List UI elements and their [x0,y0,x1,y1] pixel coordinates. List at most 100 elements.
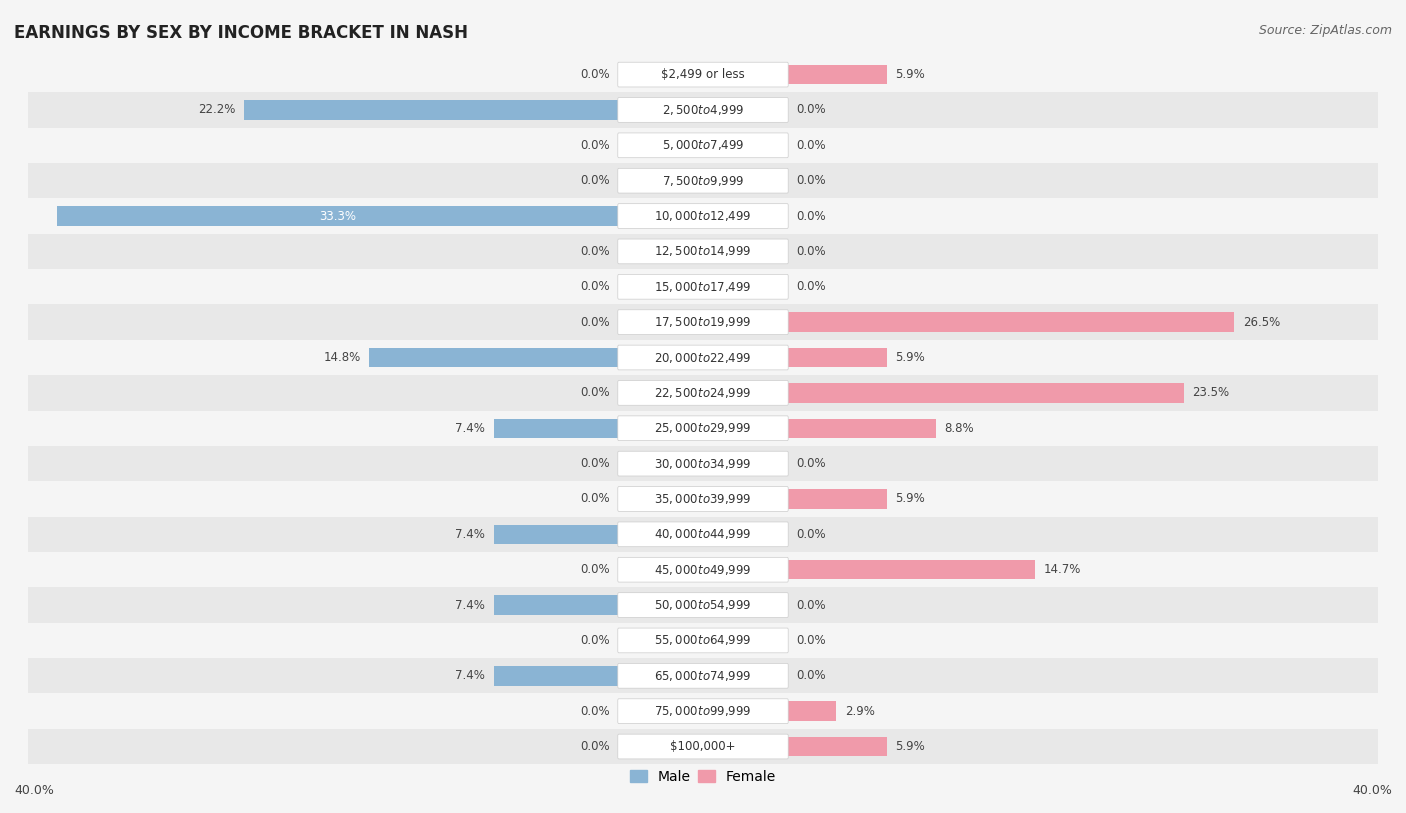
FancyBboxPatch shape [617,346,789,370]
Text: 0.0%: 0.0% [581,280,610,293]
Text: 0.0%: 0.0% [581,740,610,753]
Text: 0.0%: 0.0% [581,139,610,152]
Bar [56,207,619,226]
Text: 40.0%: 40.0% [1353,784,1392,797]
Bar [28,411,1378,446]
FancyBboxPatch shape [617,239,789,263]
Text: 0.0%: 0.0% [796,634,825,647]
Bar [245,100,619,120]
Bar [28,552,1378,587]
Text: $75,000 to $99,999: $75,000 to $99,999 [654,704,752,718]
Bar [28,92,1378,128]
Text: 7.4%: 7.4% [456,598,485,611]
Bar [28,128,1378,163]
Text: $5,000 to $7,499: $5,000 to $7,499 [662,138,744,152]
Text: 5.9%: 5.9% [896,740,925,753]
FancyBboxPatch shape [617,310,789,334]
Bar [28,198,1378,234]
FancyBboxPatch shape [617,628,789,653]
FancyBboxPatch shape [617,487,789,511]
Bar [28,481,1378,517]
Text: 0.0%: 0.0% [581,315,610,328]
Text: 7.4%: 7.4% [456,669,485,682]
Text: $45,000 to $49,999: $45,000 to $49,999 [654,563,752,576]
Text: 0.0%: 0.0% [581,174,610,187]
Text: 14.8%: 14.8% [323,351,360,364]
Bar [28,623,1378,659]
Bar [28,57,1378,92]
Text: $25,000 to $29,999: $25,000 to $29,999 [654,421,752,435]
Text: $7,500 to $9,999: $7,500 to $9,999 [662,174,744,188]
Text: $30,000 to $34,999: $30,000 to $34,999 [654,457,752,471]
Bar [28,304,1378,340]
Text: 0.0%: 0.0% [796,174,825,187]
FancyBboxPatch shape [617,451,789,476]
Text: $17,500 to $19,999: $17,500 to $19,999 [654,315,752,329]
Text: 0.0%: 0.0% [796,210,825,223]
FancyBboxPatch shape [617,663,789,688]
Text: $40,000 to $44,999: $40,000 to $44,999 [654,528,752,541]
Bar [787,383,1184,402]
FancyBboxPatch shape [617,380,789,405]
Bar [368,348,619,367]
Text: $55,000 to $64,999: $55,000 to $64,999 [654,633,752,647]
Bar [494,595,619,615]
Text: 7.4%: 7.4% [456,422,485,435]
Text: $65,000 to $74,999: $65,000 to $74,999 [654,669,752,683]
Text: 0.0%: 0.0% [796,457,825,470]
Text: 0.0%: 0.0% [581,705,610,718]
Bar [28,587,1378,623]
Text: 0.0%: 0.0% [796,103,825,116]
FancyBboxPatch shape [617,699,789,724]
Text: 0.0%: 0.0% [581,245,610,258]
Text: Source: ZipAtlas.com: Source: ZipAtlas.com [1258,24,1392,37]
Text: 0.0%: 0.0% [581,634,610,647]
Text: 14.7%: 14.7% [1043,563,1081,576]
Bar [494,666,619,685]
Text: 22.2%: 22.2% [198,103,236,116]
FancyBboxPatch shape [617,275,789,299]
Text: $10,000 to $12,499: $10,000 to $12,499 [654,209,752,223]
Text: 0.0%: 0.0% [581,563,610,576]
Text: 0.0%: 0.0% [796,669,825,682]
Bar [787,737,887,756]
Text: $50,000 to $54,999: $50,000 to $54,999 [654,598,752,612]
Text: $2,499 or less: $2,499 or less [661,68,745,81]
Text: 2.9%: 2.9% [845,705,875,718]
Bar [28,729,1378,764]
FancyBboxPatch shape [617,204,789,228]
Bar [28,340,1378,375]
Text: 5.9%: 5.9% [896,68,925,81]
Text: $2,500 to $4,999: $2,500 to $4,999 [662,103,744,117]
Text: 0.0%: 0.0% [581,493,610,506]
Bar [28,659,1378,693]
FancyBboxPatch shape [617,416,789,441]
Text: 0.0%: 0.0% [581,457,610,470]
FancyBboxPatch shape [617,593,789,617]
Bar [787,348,887,367]
Bar [494,524,619,544]
Bar [28,163,1378,198]
Bar [787,312,1234,332]
Text: 0.0%: 0.0% [796,528,825,541]
Text: 0.0%: 0.0% [581,68,610,81]
Text: $35,000 to $39,999: $35,000 to $39,999 [654,492,752,506]
Legend: Male, Female: Male, Female [624,764,782,789]
Bar [494,419,619,438]
Text: 23.5%: 23.5% [1192,386,1229,399]
Text: 0.0%: 0.0% [796,280,825,293]
Bar [28,269,1378,304]
Text: $15,000 to $17,499: $15,000 to $17,499 [654,280,752,293]
Text: $12,500 to $14,999: $12,500 to $14,999 [654,245,752,259]
Text: 0.0%: 0.0% [581,386,610,399]
Text: 0.0%: 0.0% [796,598,825,611]
FancyBboxPatch shape [617,63,789,87]
FancyBboxPatch shape [617,168,789,193]
Text: $22,500 to $24,999: $22,500 to $24,999 [654,386,752,400]
Text: 7.4%: 7.4% [456,528,485,541]
Text: $100,000+: $100,000+ [671,740,735,753]
Text: 5.9%: 5.9% [896,351,925,364]
FancyBboxPatch shape [617,522,789,546]
Bar [28,693,1378,729]
Bar [28,376,1378,411]
